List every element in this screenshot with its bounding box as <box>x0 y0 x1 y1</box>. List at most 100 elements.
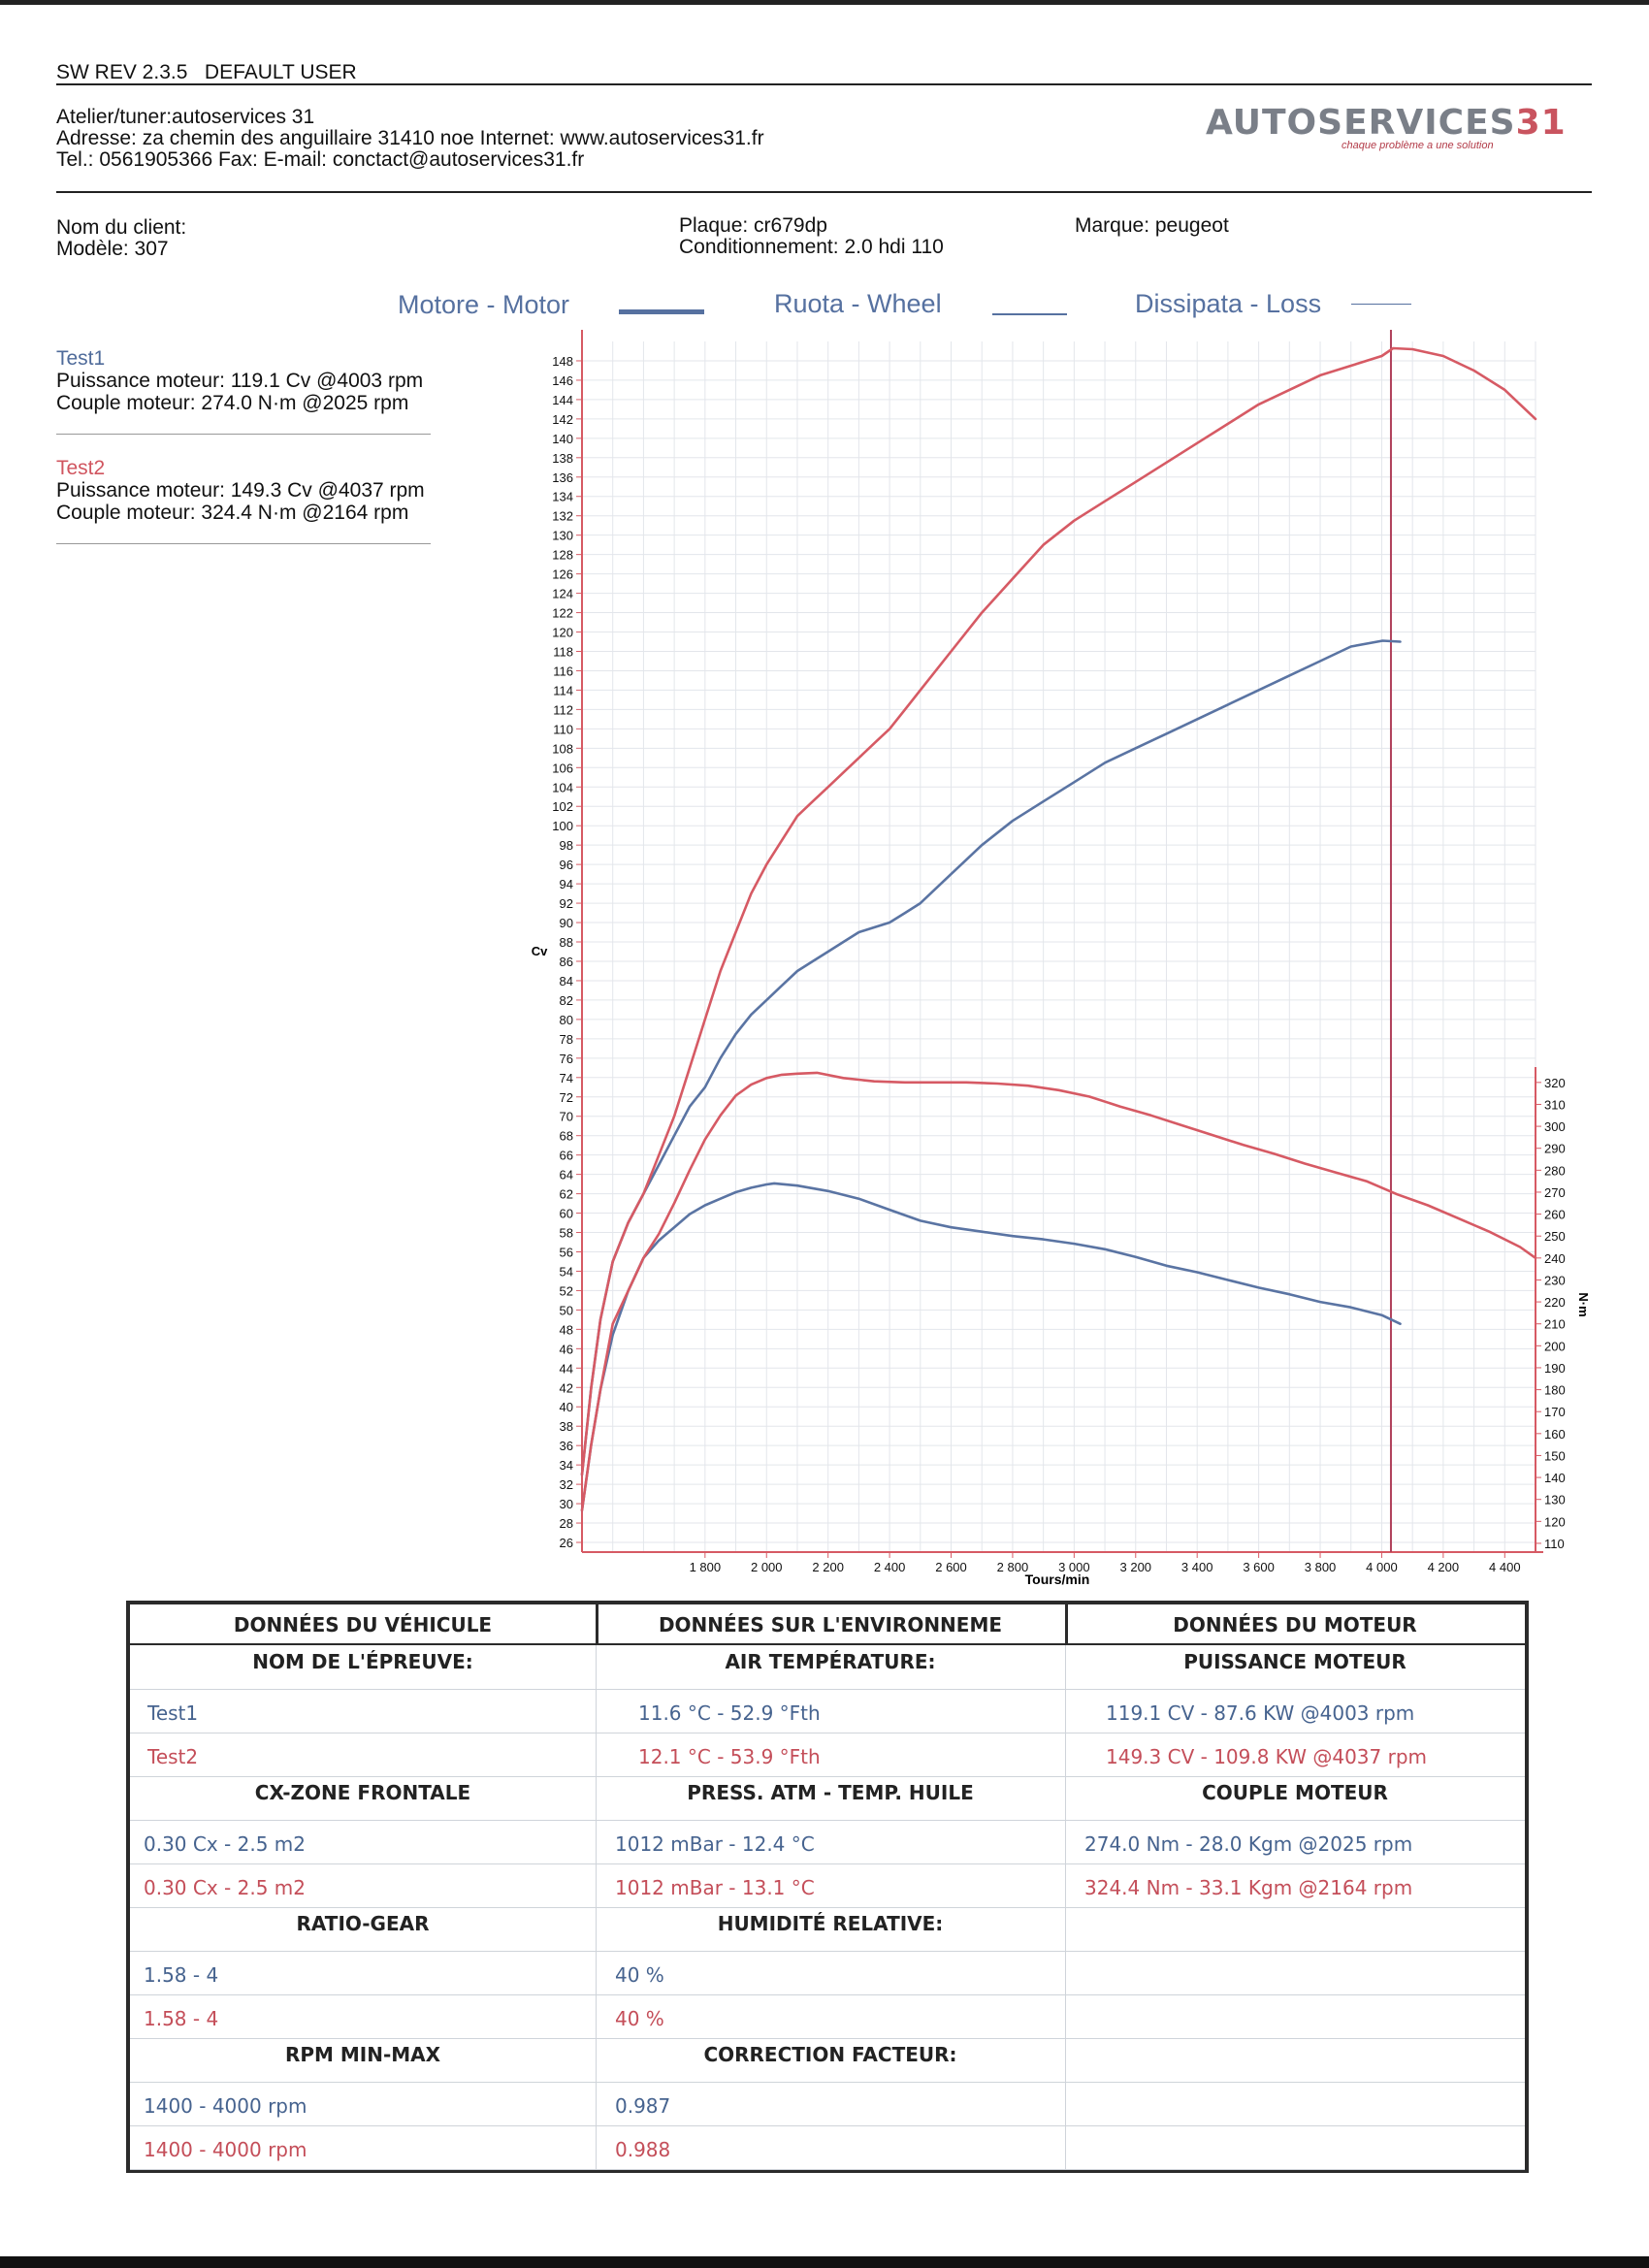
y-tick-label: 66 <box>560 1149 573 1163</box>
y-axis-label: Cv <box>532 944 548 958</box>
y-tick-label: 36 <box>560 1439 573 1453</box>
y2-axis-label: N·m <box>1576 1292 1591 1316</box>
x-tick-label: 2 800 <box>997 1560 1029 1574</box>
table-field-label: CORRECTION FACTEUR: <box>703 2043 957 2066</box>
client-brand: Marque: peugeot <box>1075 214 1229 237</box>
table-header-rule <box>130 1643 1525 1645</box>
table-value: 1400 - 4000 rpm <box>144 2094 307 2118</box>
client-model: Modèle: 307 <box>56 238 169 260</box>
legend-motor-line <box>619 309 704 314</box>
y-tick-label: 68 <box>560 1129 573 1144</box>
y-tick-label: 136 <box>552 470 573 485</box>
table-header-divider <box>596 1604 598 1645</box>
x-tick-label: 4 400 <box>1489 1560 1521 1574</box>
y-tick-label: 100 <box>552 819 573 833</box>
y2-tick-label: 240 <box>1544 1251 1566 1266</box>
chart-series <box>580 346 1537 1512</box>
test2-torque: Couple moteur: 324.4 N·m @2164 rpm <box>56 502 409 524</box>
table-value: 0.987 <box>615 2094 671 2118</box>
y-tick-label: 78 <box>560 1032 573 1047</box>
x-axis-label: Tours/min <box>1025 1571 1090 1587</box>
y-tick-label: 80 <box>560 1013 573 1027</box>
y2-tick-label: 140 <box>1544 1471 1566 1485</box>
y-tick-label: 144 <box>552 393 573 407</box>
series-test1-torque <box>580 1182 1402 1512</box>
y2-tick-label: 190 <box>1544 1361 1566 1376</box>
y-tick-label: 108 <box>552 741 573 756</box>
y-tick-label: 50 <box>560 1303 573 1317</box>
table-value: 40 % <box>615 1963 664 1987</box>
user-label: DEFAULT USER <box>204 61 357 83</box>
y-tick-label: 104 <box>552 780 573 794</box>
x-tick-label: 2 000 <box>751 1560 783 1574</box>
y2-tick-label: 230 <box>1544 1273 1566 1287</box>
y-tick-label: 56 <box>560 1245 573 1259</box>
table-section-header: DONNÉES DU MOTEUR <box>1173 1613 1417 1636</box>
y-tick-label: 128 <box>552 548 573 563</box>
y-tick-label: 138 <box>552 451 573 466</box>
y-tick-label: 92 <box>560 896 573 911</box>
y-tick-label: 44 <box>560 1361 573 1376</box>
table-value: 1012 mBar - 13.1 °C <box>615 1876 815 1899</box>
table-section-header: DONNÉES SUR L'ENVIRONNEME <box>658 1613 1003 1636</box>
table-value: 11.6 °C - 52.9 °Fth <box>638 1701 821 1725</box>
y2-tick-label: 180 <box>1544 1383 1566 1398</box>
tel-line: Tel.: 0561905366 Fax: E-mail: conctact@a… <box>56 148 585 171</box>
y-tick-label: 118 <box>553 644 573 659</box>
table-field-label: CX-ZONE FRONTALE <box>254 1781 471 1804</box>
y-tick-label: 52 <box>560 1283 573 1298</box>
logo-word: AUTOSERVICES31 <box>1206 103 1567 143</box>
table-value: Test1 <box>147 1701 199 1725</box>
y-tick-label: 70 <box>560 1110 573 1124</box>
table-row-line <box>130 1776 1525 1777</box>
legend-wheel: Ruota - Wheel <box>774 289 942 318</box>
test1-torque: Couple moteur: 274.0 N·m @2025 rpm <box>56 392 409 414</box>
table-value: 274.0 Nm - 28.0 Kgm @2025 rpm <box>1084 1832 1413 1856</box>
table-field-label: RATIO-GEAR <box>296 1912 430 1935</box>
adresse-line: Adresse: za chemin des anguillaire 31410… <box>56 127 764 149</box>
y-tick-label: 148 <box>552 354 573 369</box>
y2-tick-label: 160 <box>1544 1427 1566 1442</box>
table-header-divider <box>1065 1604 1068 1645</box>
test2-title: Test2 <box>56 457 106 479</box>
y2-tick-label: 260 <box>1544 1208 1566 1222</box>
y-tick-label: 26 <box>560 1536 573 1550</box>
y-tick-label: 72 <box>560 1090 573 1105</box>
table-row-line <box>130 2038 1525 2039</box>
y2-tick-label: 320 <box>1544 1076 1566 1090</box>
table-row-line <box>130 2169 1525 2170</box>
logo-tagline: chaque problème a une solution <box>1342 140 1494 151</box>
y-tick-label: 74 <box>560 1071 573 1085</box>
y-tick-label: 96 <box>560 858 573 872</box>
y-tick-label: 86 <box>560 955 573 969</box>
table-value: 119.1 CV - 87.6 KW @4003 rpm <box>1106 1701 1415 1725</box>
table-value: 1012 mBar - 12.4 °C <box>615 1832 815 1856</box>
client-name: Nom du client: <box>56 216 187 239</box>
y-tick-label: 140 <box>552 432 573 446</box>
data-table: DONNÉES DU VÉHICULE DONNÉES SUR L'ENVIRON… <box>126 1601 1529 2173</box>
x-tick-label: 4 200 <box>1428 1560 1460 1574</box>
y-tick-label: 114 <box>553 683 573 697</box>
table-field-label: PRESS. ATM - TEMP. HUILE <box>687 1781 974 1804</box>
y-tick-label: 116 <box>553 664 573 678</box>
table-field-label: RPM MIN-MAX <box>284 2043 441 2066</box>
series-test2-torque <box>580 1071 1537 1512</box>
x-tick-label: 3 200 <box>1120 1560 1152 1574</box>
sw-rev-label: SW REV 2.3.5 <box>56 61 188 83</box>
x-tick-label: 2 200 <box>812 1560 844 1574</box>
y-tick-label: 84 <box>560 974 573 988</box>
y-tick-label: 38 <box>560 1419 573 1434</box>
y2-tick-label: 270 <box>1544 1185 1566 1200</box>
table-field-label: NOM DE L'ÉPREUVE: <box>252 1650 473 1673</box>
y-tick-label: 112 <box>553 702 573 717</box>
y-tick-label: 54 <box>560 1264 573 1279</box>
x-tick-label: 3 400 <box>1181 1560 1213 1574</box>
table-col-line <box>1065 1645 1066 2169</box>
y-tick-label: 82 <box>560 993 573 1008</box>
y2-tick-label: 110 <box>1544 1537 1565 1551</box>
table-row-line <box>130 1951 1525 1952</box>
y-tick-label: 34 <box>560 1458 573 1473</box>
y-tick-label: 42 <box>560 1380 573 1395</box>
table-field-label: COUPLE MOTEUR <box>1202 1781 1388 1804</box>
x-tick-label: 3 800 <box>1305 1560 1337 1574</box>
